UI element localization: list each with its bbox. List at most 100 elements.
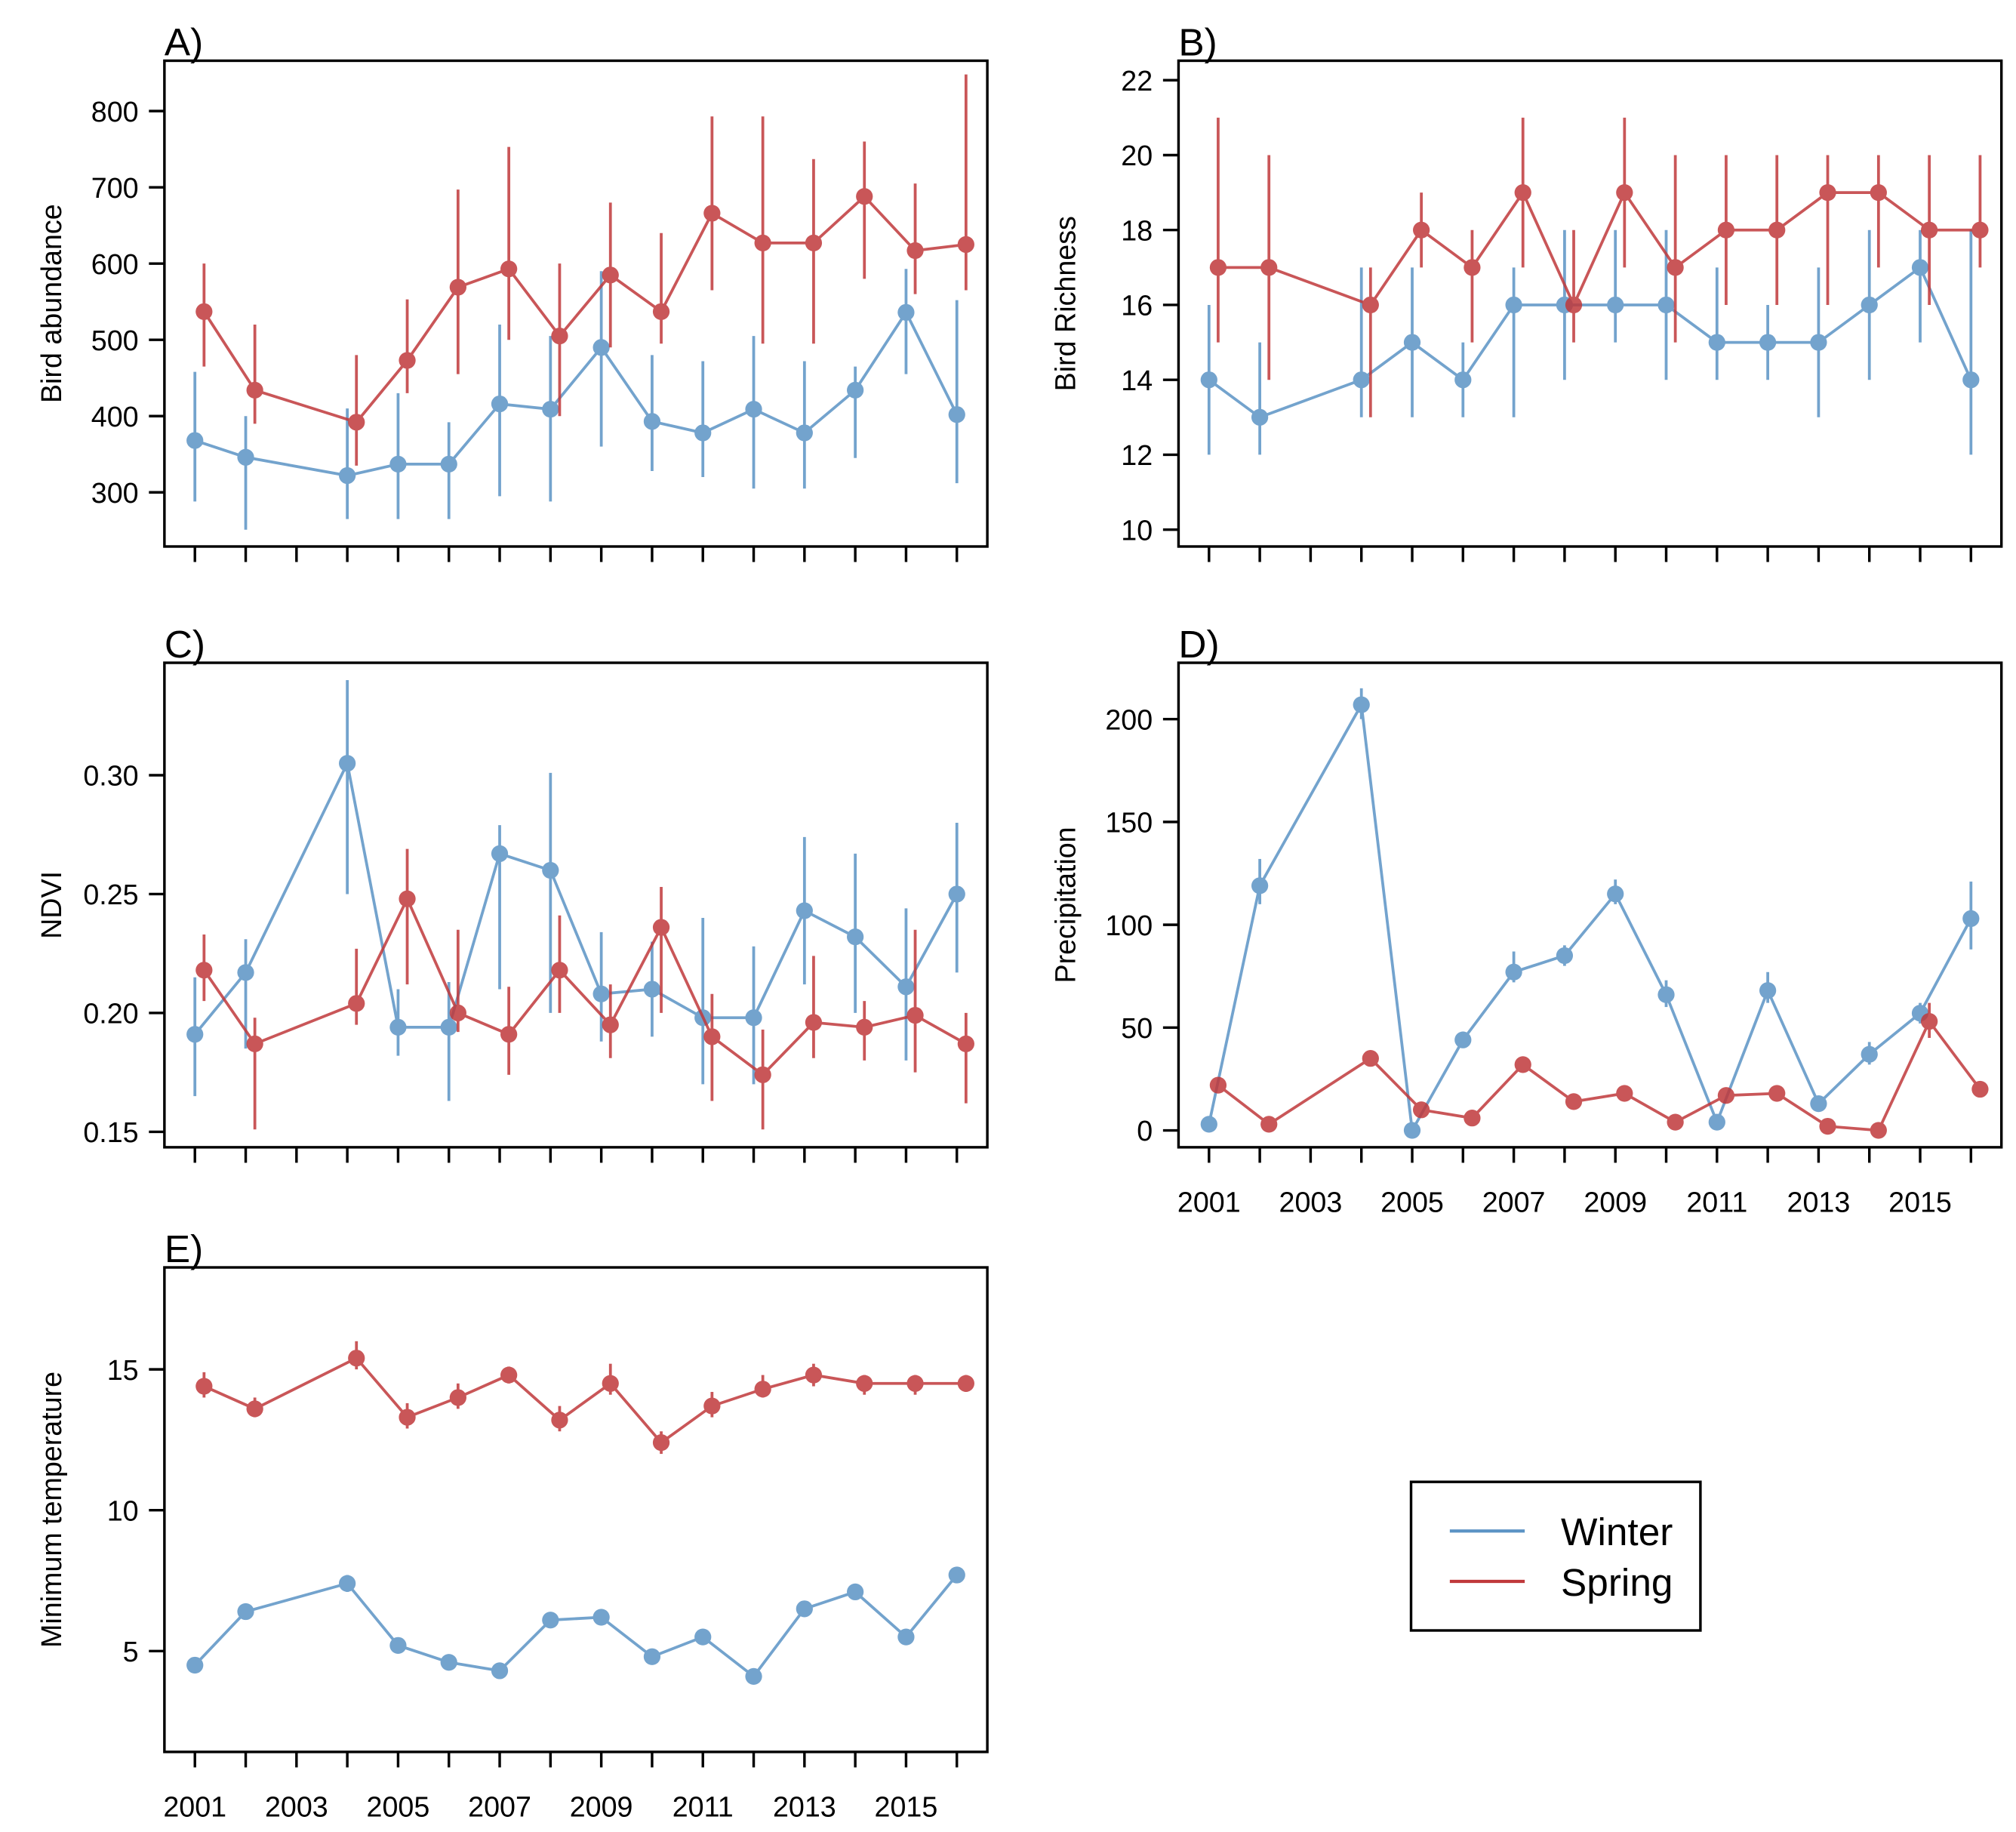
y-tick-label: 0.15 <box>83 1116 138 1148</box>
data-point <box>652 303 670 320</box>
y-axis-label: Bird Richness <box>1050 216 1082 391</box>
data-point <box>440 1654 457 1671</box>
y-tick-label: 0.25 <box>83 879 138 910</box>
data-point <box>500 260 518 278</box>
data-point <box>652 1434 670 1452</box>
data-point <box>1768 1085 1786 1102</box>
data-point <box>195 962 213 979</box>
data-point <box>186 432 204 449</box>
data-point <box>856 188 873 205</box>
data-point <box>348 1350 365 1367</box>
data-point <box>195 303 213 320</box>
data-point <box>389 455 407 473</box>
data-point <box>592 1609 610 1626</box>
data-point <box>1353 371 1370 389</box>
data-point <box>246 381 263 399</box>
data-point <box>1454 371 1472 389</box>
plot-frame <box>163 1266 989 1753</box>
x-tick-label: 2007 <box>468 1790 531 1822</box>
data-point <box>1616 183 1633 202</box>
y-tick-label: 400 <box>91 401 139 433</box>
data-point <box>1962 910 1980 928</box>
data-point <box>1514 183 1531 202</box>
panel-label: D) <box>1178 623 1219 666</box>
data-point <box>1200 1116 1217 1133</box>
panel-a: A) 300 400 500 600 700 800 Bird abundance <box>35 21 989 562</box>
data-point <box>1810 334 1827 351</box>
y-tick-label: 800 <box>91 96 139 128</box>
series-winter <box>186 680 965 1101</box>
data-point <box>948 1566 965 1584</box>
data-point <box>1962 371 1980 389</box>
series-spring <box>195 1341 974 1455</box>
panel-e: E) 5 10 15 2001 2003 2005 2007 2009 2011 2013 2015 M… <box>35 1227 989 1822</box>
data-point <box>1565 1093 1583 1110</box>
data-point <box>805 234 823 252</box>
data-point <box>754 1381 771 1398</box>
data-point <box>237 448 254 466</box>
data-point <box>1810 1095 1827 1113</box>
data-point <box>602 1016 619 1033</box>
y-tick-label: 0.20 <box>83 998 138 1030</box>
panel-c: C) 0.15 0.20 0.25 0.30 NDVI <box>35 623 989 1163</box>
data-point <box>542 1612 559 1629</box>
panel-label: B) <box>1178 21 1217 64</box>
data-point <box>542 861 559 879</box>
series-spring <box>195 74 974 466</box>
data-point <box>1200 371 1217 389</box>
data-point <box>703 205 721 222</box>
legend-box <box>1409 1480 1702 1632</box>
data-point <box>847 381 864 399</box>
y-tick-label: 18 <box>1121 214 1153 246</box>
x-tick-label: 2011 <box>673 1790 734 1822</box>
data-point <box>1768 221 1786 239</box>
data-point <box>440 1018 457 1036</box>
data-point <box>796 902 813 919</box>
data-point <box>399 1409 416 1426</box>
panel-label: C) <box>165 623 205 666</box>
panel-b: B) 10 12 14 16 18 20 22 Bird Richness <box>1050 21 2003 562</box>
data-point <box>1505 296 1522 314</box>
data-point <box>237 1603 254 1621</box>
data-point <box>643 981 661 998</box>
data-point <box>906 1375 924 1392</box>
data-point <box>957 236 974 254</box>
data-point <box>754 1066 771 1083</box>
data-point <box>745 401 762 418</box>
series-spring <box>195 848 974 1130</box>
data-point <box>805 1366 823 1384</box>
data-point <box>1251 408 1269 426</box>
y-tick-label: 20 <box>1121 140 1153 171</box>
data-point <box>643 1648 661 1665</box>
data-point <box>195 1378 213 1395</box>
data-point <box>847 1583 864 1601</box>
data-point <box>957 1035 974 1052</box>
data-point <box>339 466 356 485</box>
data-point <box>1708 334 1725 351</box>
data-point <box>440 455 457 473</box>
data-point <box>399 890 416 907</box>
data-point <box>1657 986 1675 1003</box>
data-point <box>745 1009 762 1027</box>
data-point <box>1251 877 1269 894</box>
data-point <box>1861 1045 1878 1063</box>
y-tick-label: 10 <box>107 1495 139 1526</box>
panel-label: E) <box>165 1227 203 1270</box>
data-point <box>1403 334 1421 351</box>
data-point <box>1921 1013 1938 1030</box>
data-point <box>1616 1085 1633 1102</box>
data-point <box>957 1375 974 1392</box>
data-point <box>1514 1056 1531 1073</box>
data-point <box>703 1028 721 1045</box>
data-point <box>1464 1110 1481 1127</box>
data-point <box>1921 221 1938 239</box>
data-point <box>1819 1117 1836 1135</box>
data-point <box>491 395 509 413</box>
x-tick-label: 2005 <box>367 1790 430 1822</box>
data-point <box>1911 259 1929 276</box>
legend-winter-label: Winter <box>1561 1510 1673 1553</box>
data-point <box>694 1628 712 1646</box>
data-point <box>703 1397 721 1415</box>
data-point <box>796 1600 813 1618</box>
data-point <box>551 1412 568 1429</box>
